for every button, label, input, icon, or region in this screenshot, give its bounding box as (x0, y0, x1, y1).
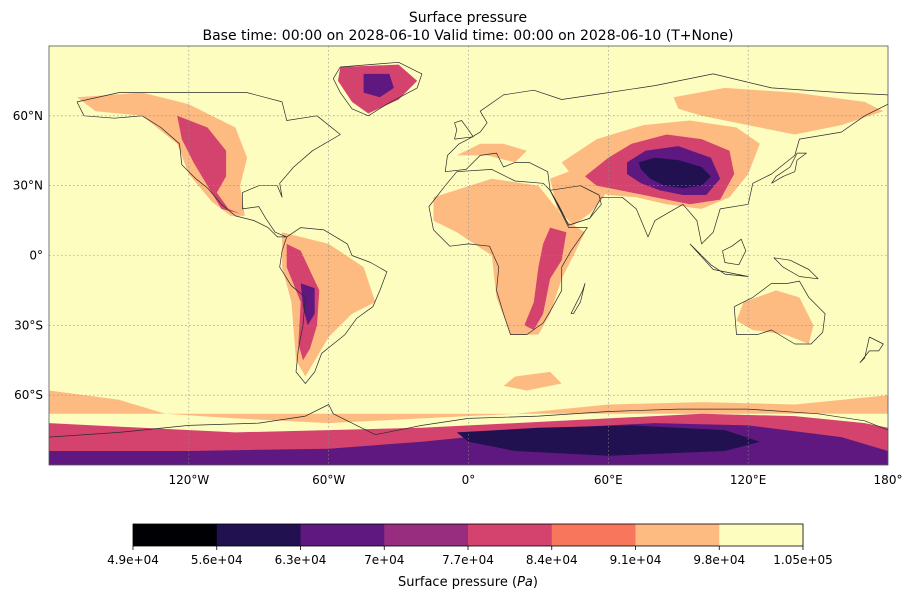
colorbar-cell (384, 524, 469, 546)
coastline-layer (49, 61, 888, 438)
colorbar-tick-label: 9.1e+04 (610, 553, 662, 567)
latitude-tick-labels: 60°N 30°N 0° 30°S 60°S (13, 109, 43, 402)
colorbar-cell (133, 524, 218, 546)
latitude-tick-label: 60°N (13, 109, 43, 123)
longitude-tick-label: 180° (874, 473, 903, 487)
chart-title: Surface pressure (409, 10, 527, 26)
gridline-layer (49, 46, 888, 465)
coastline-south-america (279, 227, 388, 384)
longitude-tick-labels: 120°W 60°W 0° 60°E 120°E 180° (168, 473, 902, 487)
coastline-japan (771, 152, 807, 184)
pressure-region-africa-elevated (433, 178, 585, 335)
chart-subtitle: Base time: 00:00 on 2028-06-10 Valid tim… (202, 28, 733, 44)
coastline-new-guinea (773, 257, 819, 280)
colorbar-tick-label: 6.3e+04 (275, 553, 327, 567)
pressure-region-andes (300, 283, 315, 326)
longitude-tick-label: 120°E (730, 473, 767, 487)
colorbar-tick-label: 7e+04 (364, 553, 404, 567)
longitude-tick-label: 60°W (312, 473, 345, 487)
colorbar-tick-label: 9.8e+04 (693, 553, 745, 567)
coastline-indonesia (689, 243, 749, 277)
colorbar-cell (635, 524, 720, 546)
coastline-greenland (332, 61, 423, 117)
pressure-region-southern-ocean-low-band (49, 390, 888, 424)
coastline-north-america (76, 92, 341, 238)
colorbar: 4.9e+04 5.6e+04 6.3e+04 7e+04 7.7e+04 8.4e+04… (107, 523, 833, 590)
longitude-tick-label: 120°W (168, 473, 209, 487)
colorbar-tick-label: 7.7e+04 (442, 553, 494, 567)
coastline-arabia (549, 185, 602, 226)
longitude-tick-label: 60°E (594, 473, 623, 487)
colorbar-cell (551, 524, 636, 546)
colorbar-tick-label: 1.05e+05 (773, 553, 832, 567)
colorbar-cell (719, 524, 804, 546)
colorbar-tick-label: 5.6e+04 (191, 553, 243, 567)
colorbar-cell (300, 524, 385, 546)
pressure-region-greenland-summit (363, 73, 394, 98)
pressure-region-north-america-elevated (77, 92, 248, 216)
pressure-region-southern-ocean-low-patch (503, 371, 562, 391)
pressure-region-europe-highlands (456, 143, 527, 163)
coastline-british-isles (454, 120, 474, 140)
pressure-region-siberia (673, 87, 884, 135)
pressure-region-australia (736, 290, 814, 344)
map-panel (48, 45, 889, 466)
pressure-region-east-africa-highlands (524, 227, 567, 330)
coastline-new-zealand (859, 336, 884, 363)
coastline-antarctica (49, 404, 888, 438)
latitude-tick-label: 30°N (13, 179, 43, 193)
coastline-madagascar (570, 283, 586, 315)
colorbar-cell (468, 524, 553, 546)
pressure-fill-layer (49, 64, 888, 465)
latitude-tick-label: 0° (29, 249, 43, 263)
latitude-tick-label: 60°S (14, 388, 43, 402)
colorbar-cells (133, 524, 804, 546)
coastline-eurasia (444, 73, 888, 245)
latitude-tick-label: 30°S (14, 318, 43, 332)
coastline-australia (733, 280, 826, 345)
longitude-tick-label: 0° (462, 473, 476, 487)
colorbar-cell (216, 524, 301, 546)
pressure-region-rocky-mountains (177, 115, 241, 214)
colorbar-tick-label: 8.4e+04 (526, 553, 578, 567)
coastline-africa (428, 169, 588, 335)
colorbar-label: Surface pressure (Pa) (398, 575, 538, 590)
coastline-borneo (722, 238, 747, 266)
colorbar-tick-labels: 4.9e+04 5.6e+04 6.3e+04 7e+04 7.7e+04 8.4e+04… (107, 546, 833, 567)
colorbar-tick-label: 4.9e+04 (107, 553, 159, 567)
map-frame (48, 45, 889, 466)
pressure-region-tibetan-plateau (638, 157, 711, 188)
pressure-region-east-antarctic-plateau (456, 425, 760, 456)
